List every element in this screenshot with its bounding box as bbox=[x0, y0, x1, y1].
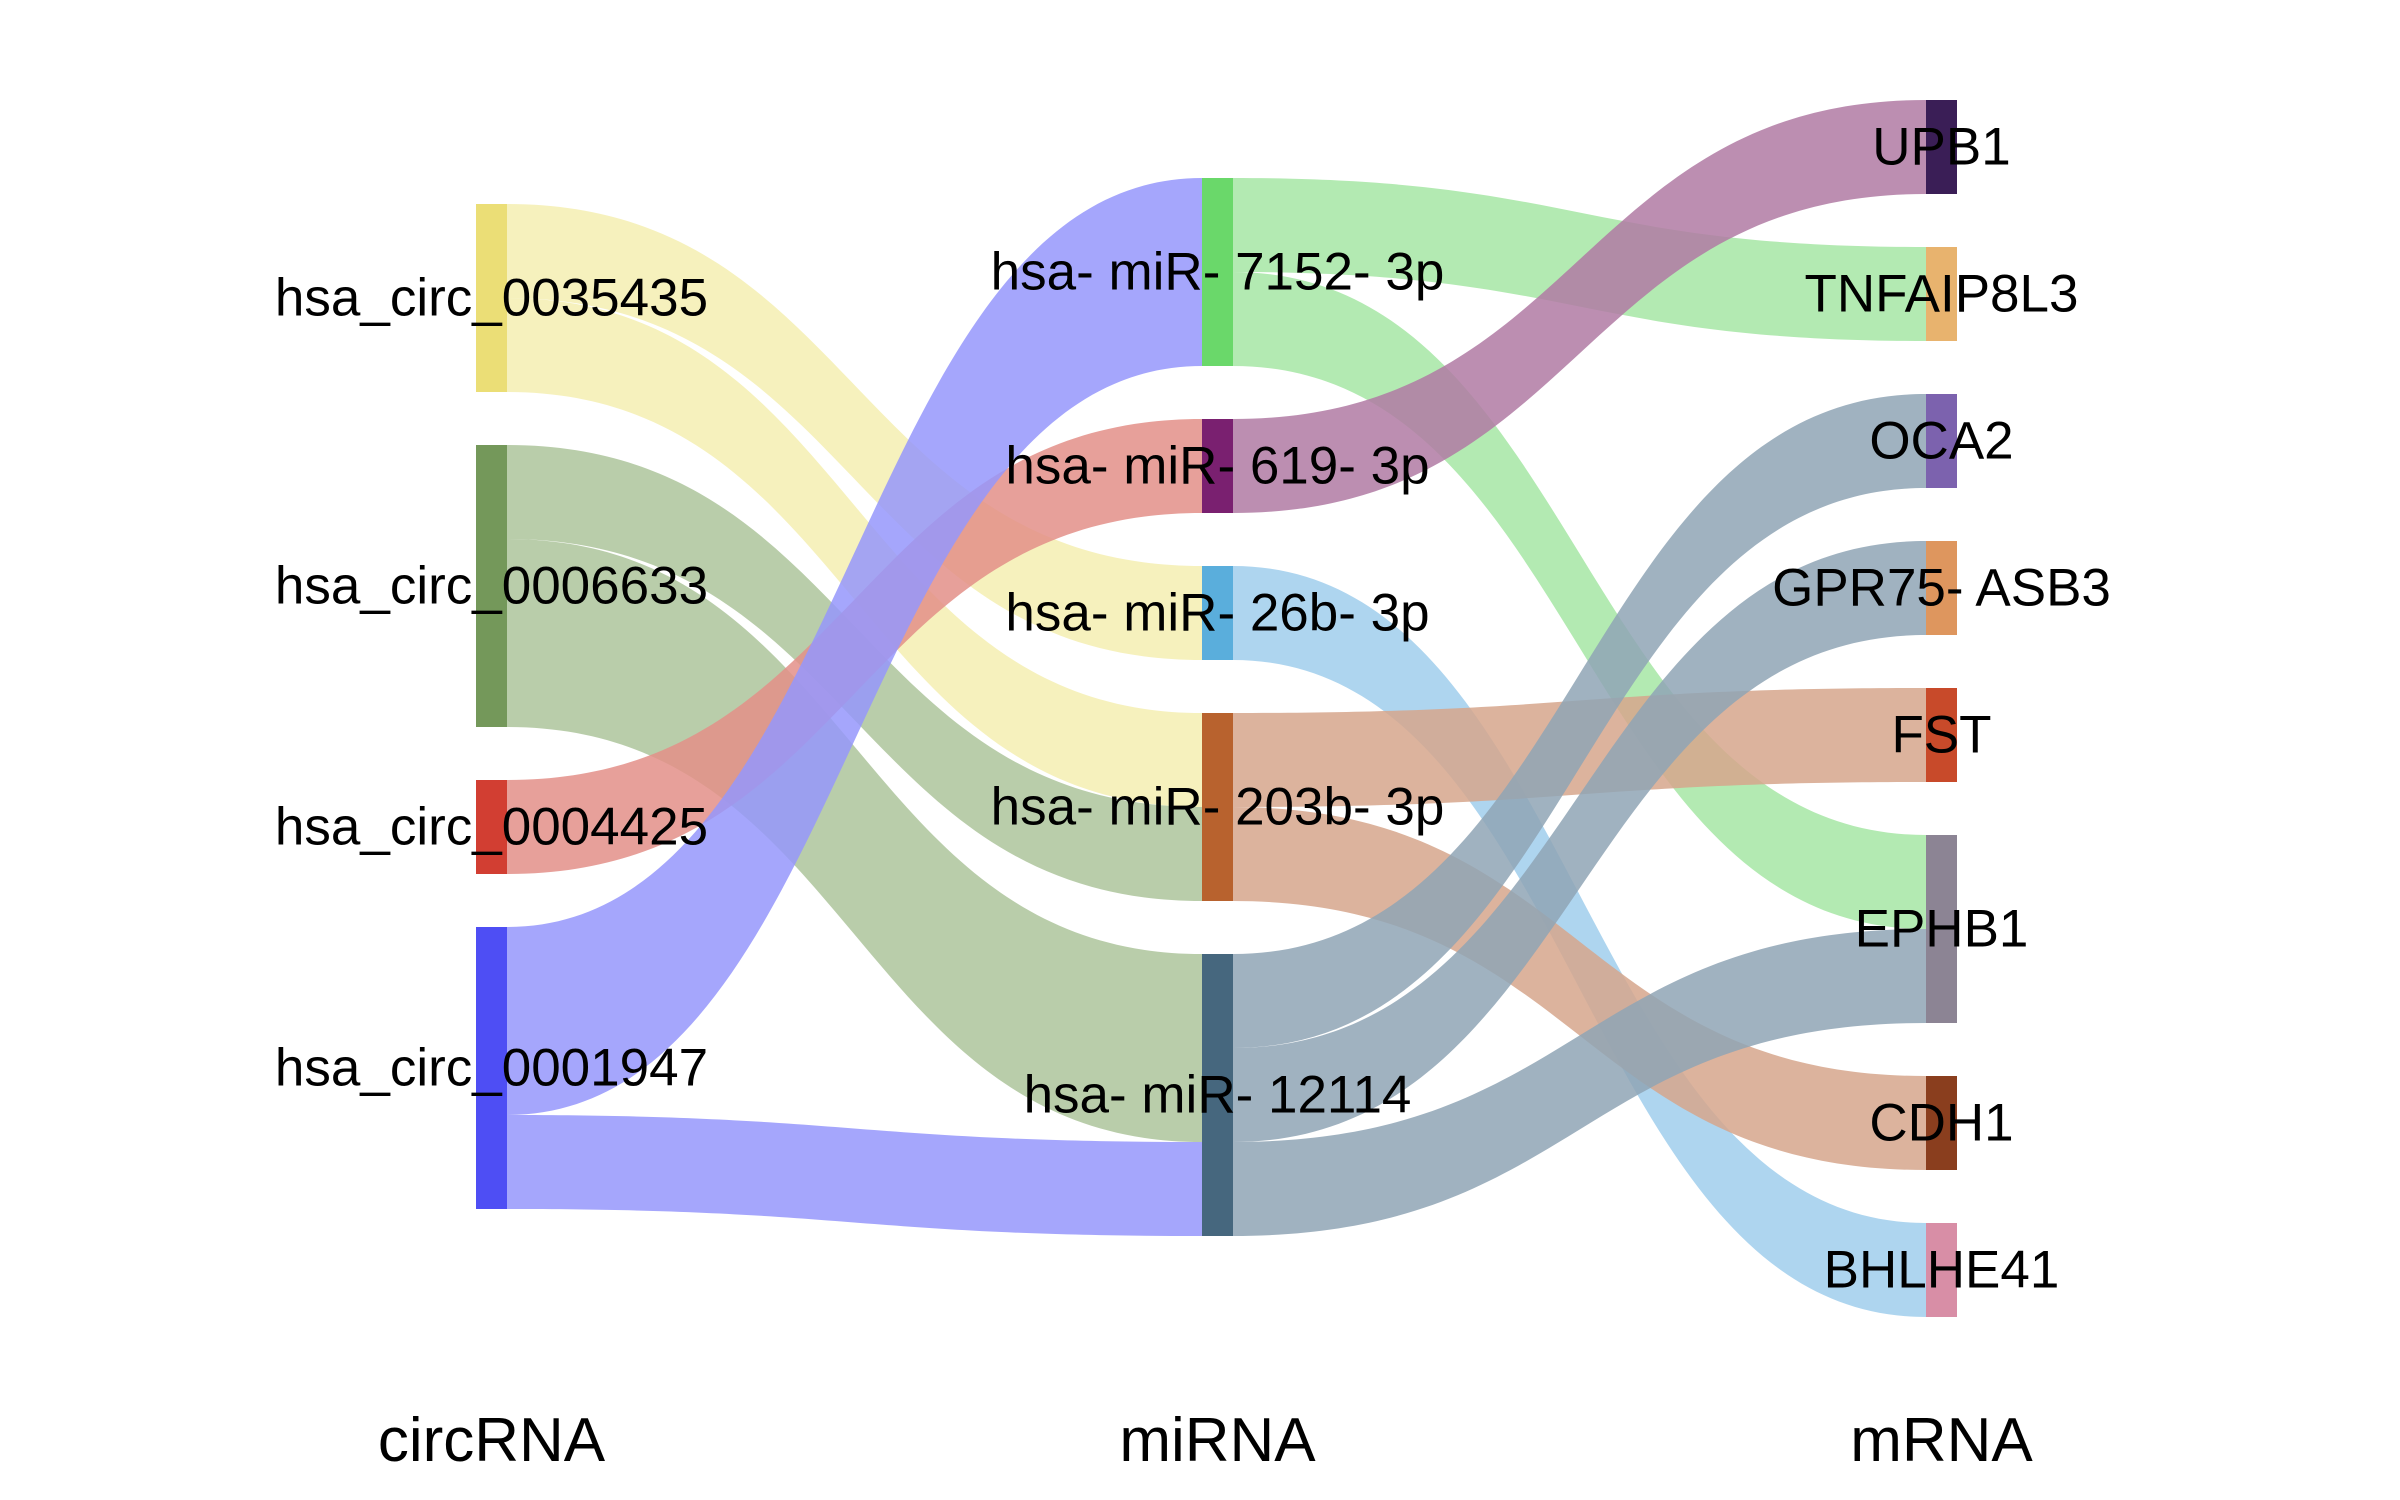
node-label-c0004425: hsa_circ_0004425 bbox=[275, 798, 708, 857]
node-bar-c0004425 bbox=[476, 780, 507, 874]
node-bar-EPHB1 bbox=[1926, 835, 1957, 1023]
node-bar-CDH1 bbox=[1926, 1076, 1957, 1170]
node-bar-mi12114 bbox=[1202, 954, 1233, 1236]
flow-c0006633-to-mi12114 bbox=[507, 539, 1202, 1142]
node-label-BHLHE41: BHLHE41 bbox=[1824, 1241, 2060, 1300]
flow-c0001947-to-mi7152 bbox=[507, 178, 1202, 1115]
flow-c0001947-to-mi12114 bbox=[507, 1115, 1202, 1236]
node-label-OCA2: OCA2 bbox=[1869, 412, 2013, 471]
node-label-EPHB1: EPHB1 bbox=[1855, 900, 2029, 959]
column-label-mi: miRNA bbox=[1119, 1406, 1316, 1475]
flow-mi12114-to-OCA2 bbox=[1233, 394, 1926, 1048]
flow-mi12114-to-EPHB1 bbox=[1233, 929, 1926, 1236]
flow-mi7152-to-EPHB1 bbox=[1233, 272, 1926, 929]
node-label-mi619: hsa- miR- 619- 3p bbox=[1005, 437, 1429, 496]
node-bar-mi619 bbox=[1202, 419, 1233, 513]
node-bar-BHLHE41 bbox=[1926, 1223, 1957, 1317]
flow-mi12114-to-GPR75ASB3 bbox=[1233, 541, 1926, 1142]
node-bar-c0001947 bbox=[476, 927, 507, 1209]
node-label-mi26b: hsa- miR- 26b- 3p bbox=[1005, 584, 1429, 643]
node-bar-mi26b bbox=[1202, 566, 1233, 660]
node-label-c0035435: hsa_circ_0035435 bbox=[275, 269, 708, 328]
node-bar-c0035435 bbox=[476, 204, 507, 392]
node-bar-mi203b bbox=[1202, 713, 1233, 901]
node-label-CDH1: CDH1 bbox=[1869, 1094, 2013, 1153]
node-label-mi7152: hsa- miR- 7152- 3p bbox=[991, 243, 1445, 302]
node-bar-c0006633 bbox=[476, 445, 507, 727]
node-label-GPR75ASB3: GPR75- ASB3 bbox=[1772, 559, 2111, 618]
node-label-UPB1: UPB1 bbox=[1872, 118, 2010, 177]
column-label-m: mRNA bbox=[1850, 1406, 2033, 1475]
column-label-circ: circRNA bbox=[378, 1406, 606, 1475]
column-labels: circRNA miRNA mRNA bbox=[378, 1406, 2034, 1475]
node-bar-OCA2 bbox=[1926, 394, 1957, 488]
node-bar-UPB1 bbox=[1926, 100, 1957, 194]
node-bar-GPR75ASB3 bbox=[1926, 541, 1957, 635]
node-label-FST: FST bbox=[1891, 706, 1991, 765]
node-label-mi203b: hsa- miR- 203b- 3p bbox=[991, 778, 1445, 837]
node-bar-mi7152 bbox=[1202, 178, 1233, 366]
node-bar-TNFAIP8L3 bbox=[1926, 247, 1957, 341]
flow-mi619-to-UPB1 bbox=[1233, 100, 1926, 513]
node-label-mi12114: hsa- miR- 12114 bbox=[1024, 1066, 1412, 1125]
node-label-c0001947: hsa_circ_0001947 bbox=[275, 1039, 708, 1098]
node-label-c0006633: hsa_circ_0006633 bbox=[275, 557, 708, 616]
sankey-nodes bbox=[476, 100, 1957, 1317]
sankey-node-labels: hsa_circ_0035435 hsa_circ_0006633 hsa_circ… bbox=[275, 118, 2111, 1300]
sankey-links bbox=[507, 100, 1926, 1317]
node-label-TNFAIP8L3: TNFAIP8L3 bbox=[1805, 265, 2079, 324]
node-bar-FST bbox=[1926, 688, 1957, 782]
